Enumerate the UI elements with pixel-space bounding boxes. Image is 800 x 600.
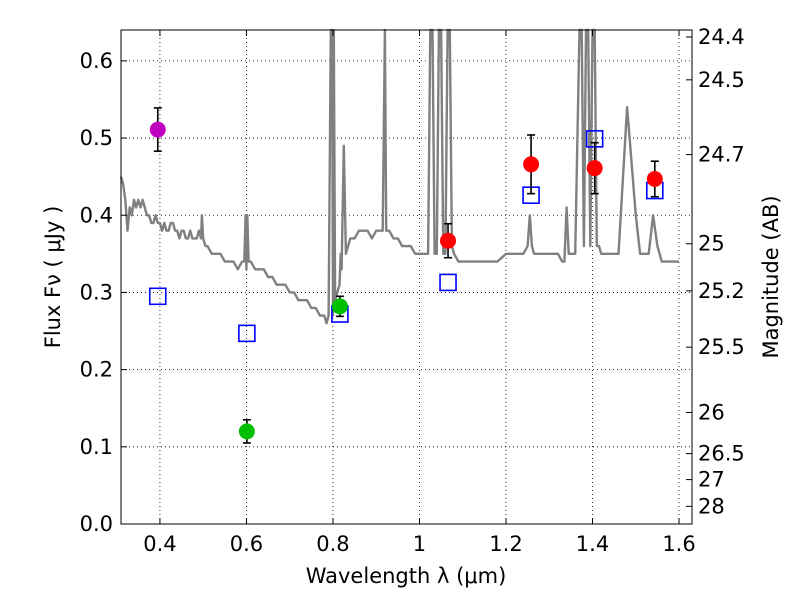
- x-tick-label: 1.4: [576, 532, 609, 556]
- plot-frame: [120, 29, 693, 525]
- y-tick-label: 0.5: [80, 126, 113, 150]
- magnitude-tick-label: 26.5: [698, 442, 745, 466]
- model-point-marker: [148, 287, 167, 306]
- magnitude-tick-label: 25: [698, 232, 725, 256]
- y-tick-label: 0.0: [80, 512, 113, 536]
- y-tick-label: 0.3: [80, 280, 113, 304]
- y-axis: 0.0 0.1 0.2 0.3 0.4 0.5 0.6: [80, 49, 127, 536]
- x-tick-label: 1.2: [489, 532, 522, 556]
- magnitude-tick-label: 27: [698, 468, 725, 492]
- magnitude-tick-label: 25.5: [698, 335, 745, 359]
- grid-lines: [121, 30, 692, 525]
- y-tick-label: 0.4: [80, 203, 113, 227]
- magnitude-tick-label: 25.2: [698, 279, 745, 303]
- x-tick-label: 0.6: [230, 532, 263, 556]
- observed-point-marker: [331, 298, 348, 315]
- y-tick-label: 0.1: [80, 435, 113, 459]
- magnitude-axis-label: Magnitude (AB): [759, 195, 783, 358]
- x-tick-label: 0.4: [143, 532, 176, 556]
- magnitude-tick-label: 28: [698, 494, 725, 518]
- y-tick-label: 0.2: [80, 358, 113, 382]
- observed-point-marker: [149, 121, 166, 138]
- observed-points: [149, 121, 663, 440]
- observed-point-marker: [440, 232, 457, 249]
- observed-point-marker: [586, 160, 603, 177]
- model-point-marker: [439, 273, 457, 292]
- y-tick-label: 0.6: [80, 49, 113, 73]
- observed-point-marker: [646, 170, 663, 187]
- y-axis-label: Flux Fν ( μJy ): [41, 206, 65, 349]
- x-axis-label: Wavelength λ (μm): [306, 564, 507, 588]
- x-tick-label: 1.6: [662, 532, 695, 556]
- magnitude-tick-label: 24.4: [698, 25, 745, 49]
- model-point-marker: [238, 324, 256, 343]
- spectrum-layer: [119, 28, 679, 325]
- magnitude-tick-label: 26: [698, 400, 725, 424]
- magnitude-tick-label: 24.7: [698, 143, 745, 167]
- x-axis: 0.4 0.6 0.8 1 1.2 1.4 1.6: [143, 30, 696, 556]
- template-spectrum-line: [119, 28, 679, 325]
- magnitude-tick-label: 24.5: [698, 68, 745, 92]
- x-tick-label: 0.8: [316, 532, 349, 556]
- x-tick-label: 1: [413, 532, 426, 556]
- observed-point-marker: [523, 156, 540, 173]
- observed-point-marker: [238, 423, 255, 440]
